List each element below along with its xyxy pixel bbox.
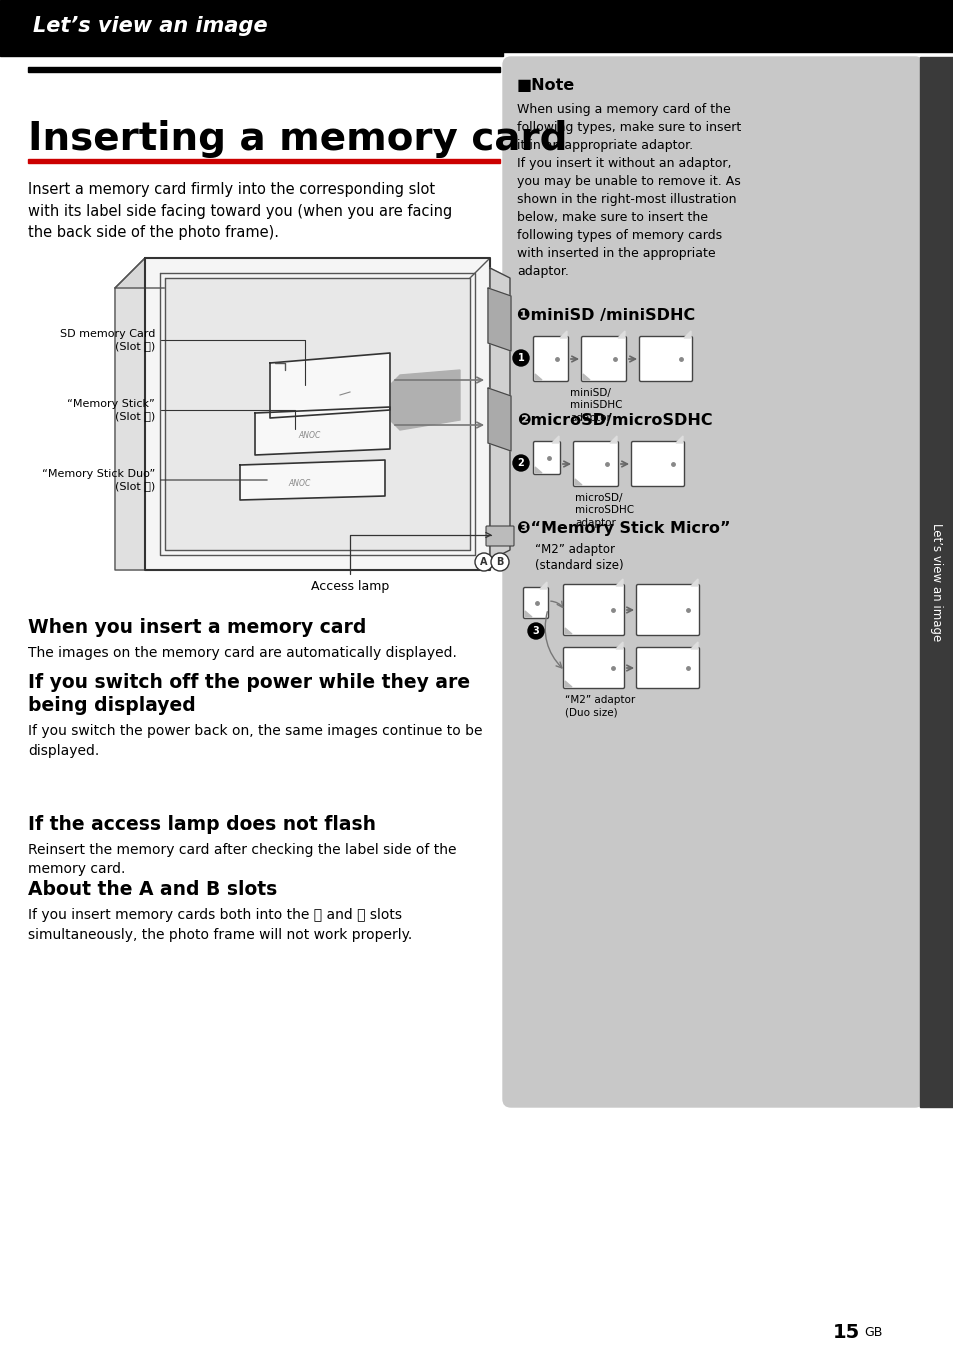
Text: Access lamp: Access lamp — [311, 533, 490, 594]
Text: SD memory Card
(Slot Ⓐ): SD memory Card (Slot Ⓐ) — [59, 329, 305, 385]
Polygon shape — [690, 642, 698, 649]
Text: Let’s view an image: Let’s view an image — [929, 523, 943, 641]
Polygon shape — [270, 353, 390, 418]
Bar — [919, 57, 953, 1107]
Polygon shape — [683, 331, 690, 338]
Bar — [0, 51, 502, 55]
Circle shape — [491, 553, 509, 571]
Text: miniSD/
miniSDHC
adaptor: miniSD/ miniSDHC adaptor — [569, 388, 622, 423]
Polygon shape — [564, 681, 572, 687]
Text: 15: 15 — [832, 1322, 859, 1341]
Bar — [28, 68, 499, 72]
Text: If you switch the power back on, the same images continue to be
displayed.: If you switch the power back on, the sam… — [28, 725, 482, 757]
Text: “M2” adaptor
(Duo size): “M2” adaptor (Duo size) — [564, 695, 635, 718]
Text: Insert a memory card firmly into the corresponding slot
with its label side faci: Insert a memory card firmly into the cor… — [28, 183, 452, 241]
FancyBboxPatch shape — [563, 648, 624, 688]
Text: If the access lamp does not flash: If the access lamp does not flash — [28, 815, 375, 834]
Text: Let’s view an image: Let’s view an image — [33, 16, 268, 37]
Polygon shape — [616, 642, 622, 649]
Circle shape — [527, 623, 543, 639]
Polygon shape — [559, 331, 566, 338]
Polygon shape — [254, 407, 390, 456]
Text: 3: 3 — [532, 626, 538, 635]
Text: microSD/
microSDHC
adaptor: microSD/ microSDHC adaptor — [575, 493, 634, 527]
Bar — [28, 260, 493, 580]
Text: ■Note: ■Note — [517, 78, 575, 93]
Polygon shape — [564, 627, 572, 634]
Polygon shape — [676, 435, 682, 443]
Polygon shape — [115, 258, 145, 571]
Polygon shape — [618, 331, 624, 338]
Text: ANOC: ANOC — [298, 430, 321, 439]
Circle shape — [513, 350, 529, 366]
Polygon shape — [539, 581, 546, 589]
Text: If you switch off the power while they are
being displayed: If you switch off the power while they a… — [28, 673, 470, 715]
FancyBboxPatch shape — [636, 584, 699, 635]
Text: ❷microSD/microSDHC: ❷microSD/microSDHC — [517, 412, 712, 429]
FancyBboxPatch shape — [485, 526, 514, 546]
Circle shape — [513, 456, 529, 470]
FancyBboxPatch shape — [533, 442, 560, 475]
Polygon shape — [240, 460, 385, 500]
FancyBboxPatch shape — [639, 337, 692, 381]
Polygon shape — [535, 466, 541, 473]
FancyBboxPatch shape — [573, 442, 618, 487]
Polygon shape — [609, 435, 617, 443]
Text: When using a memory card of the
following types, make sure to insert
it in an ap: When using a memory card of the followin… — [517, 103, 740, 279]
Circle shape — [475, 553, 493, 571]
Polygon shape — [488, 388, 511, 452]
Polygon shape — [575, 479, 581, 485]
Text: When you insert a memory card: When you insert a memory card — [28, 618, 366, 637]
FancyBboxPatch shape — [533, 337, 568, 381]
Text: A: A — [479, 557, 487, 566]
Text: About the A and B slots: About the A and B slots — [28, 880, 277, 899]
Text: “Memory Stick”
(Slot Ⓐ): “Memory Stick” (Slot Ⓐ) — [67, 399, 294, 429]
Bar — [0, 0, 953, 51]
Text: If you insert memory cards both into the Ⓐ and Ⓑ slots
simultaneously, the photo: If you insert memory cards both into the… — [28, 909, 412, 941]
Polygon shape — [535, 375, 541, 380]
FancyBboxPatch shape — [636, 648, 699, 688]
Text: ❸“Memory Stick Micro”: ❸“Memory Stick Micro” — [517, 521, 730, 535]
Text: GB: GB — [863, 1325, 882, 1338]
Polygon shape — [488, 288, 511, 352]
Polygon shape — [490, 268, 510, 560]
Text: ❶miniSD /miniSDHC: ❶miniSD /miniSDHC — [517, 308, 695, 323]
Polygon shape — [145, 258, 490, 571]
Text: “Memory Stick Duo”
(Slot Ⓑ): “Memory Stick Duo” (Slot Ⓑ) — [42, 469, 267, 491]
FancyBboxPatch shape — [581, 337, 626, 381]
Text: Inserting a memory card: Inserting a memory card — [28, 120, 567, 158]
Text: 2: 2 — [517, 458, 524, 468]
Text: B: B — [496, 557, 503, 566]
Polygon shape — [616, 579, 622, 585]
Polygon shape — [552, 435, 558, 443]
Text: The images on the memory card are automatically displayed.: The images on the memory card are automa… — [28, 646, 456, 660]
FancyBboxPatch shape — [523, 588, 548, 618]
Polygon shape — [165, 279, 470, 550]
Polygon shape — [690, 579, 698, 585]
Polygon shape — [524, 611, 532, 617]
Bar — [28, 160, 499, 164]
FancyBboxPatch shape — [502, 57, 923, 1107]
Text: 1: 1 — [517, 353, 524, 362]
FancyBboxPatch shape — [563, 584, 624, 635]
Text: Reinsert the memory card after checking the label side of the
memory card.: Reinsert the memory card after checking … — [28, 844, 456, 876]
Text: ANOC: ANOC — [289, 479, 311, 488]
Polygon shape — [115, 258, 490, 288]
Text: “M2” adaptor
(standard size): “M2” adaptor (standard size) — [535, 544, 623, 572]
Polygon shape — [390, 370, 459, 430]
FancyBboxPatch shape — [631, 442, 684, 487]
Polygon shape — [582, 375, 589, 380]
